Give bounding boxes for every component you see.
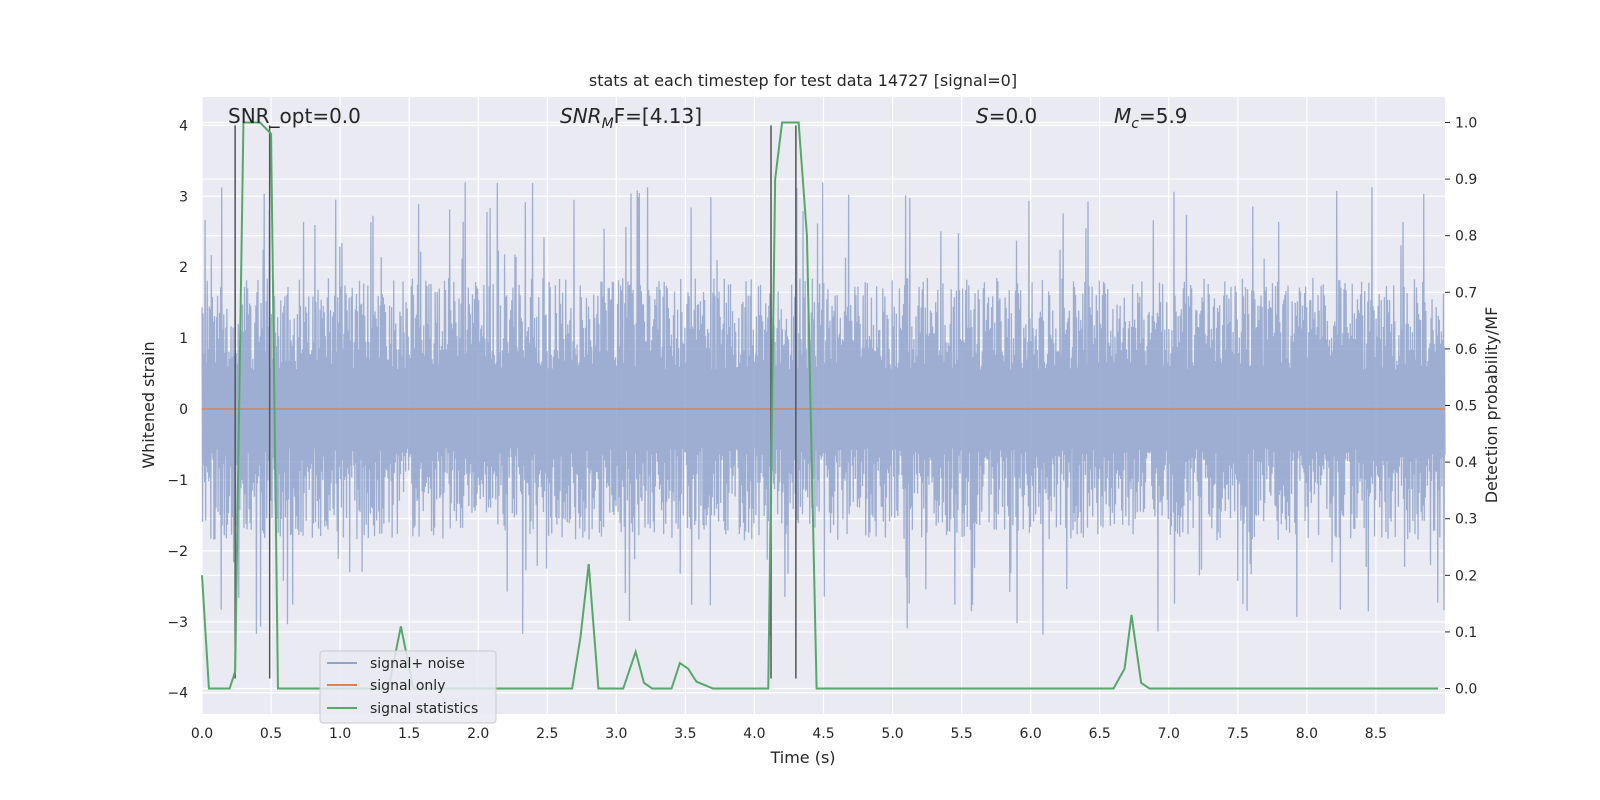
annotation-mc-base: M — [1114, 104, 1131, 128]
y2-axis-label: Detection probability/MF — [1482, 307, 1501, 504]
legend-label-signal-only: signal only — [370, 678, 445, 694]
x-axis-ticks: 0.0 0.5 1.0 1.5 2.0 2.5 3.0 3.5 4.0 4.5 5.0 5.5 6.0 6… — [191, 726, 1387, 742]
x-tick-label: 0.5 — [260, 726, 282, 742]
chart-title: stats at each timestep for test data 147… — [589, 71, 1017, 90]
y2-tick-label: 0.5 — [1455, 399, 1477, 415]
x-tick-label: 0.0 — [191, 726, 213, 742]
annotation-s: S=0.0 — [976, 104, 1037, 128]
series-signal-statistics — [201, 121, 1439, 690]
x-tick-label: 6.0 — [1020, 726, 1042, 742]
x-tick-label: 8.0 — [1296, 726, 1318, 742]
x-tick-label: 6.5 — [1089, 726, 1111, 742]
y2-tick-label: 0.6 — [1455, 342, 1477, 358]
annotation-snr-mf-base: SNR — [560, 104, 602, 128]
x-tick-label: 3.5 — [674, 726, 696, 742]
y2-tick-label: 0.0 — [1455, 682, 1477, 698]
x-tick-label: 7.0 — [1158, 726, 1180, 742]
x-axis-label: Time (s) — [769, 748, 835, 767]
annotation-mc: Mc=5.9 — [1114, 104, 1188, 132]
y-axis-label: Whitened strain — [139, 341, 158, 468]
y2-axis-ticks: 1.0 0.9 0.8 0.7 0.6 0.5 0.4 0.3 0.2 0.1 0.0 — [1445, 115, 1477, 698]
y-tick-label: 0 — [179, 402, 188, 418]
x-tick-label: 2.0 — [467, 726, 489, 742]
y-tick-label: 4 — [179, 118, 188, 134]
x-tick-label: 5.5 — [950, 726, 972, 742]
y2-tick-label: 1.0 — [1455, 115, 1477, 131]
annotation-snr-mf-rest: F=[4.13] — [614, 104, 702, 128]
annotation-s-rest: =0.0 — [989, 104, 1038, 128]
y-tick-label: −1 — [167, 473, 188, 489]
signal-noise-line — [201, 182, 1446, 636]
y2-tick-label: 0.4 — [1455, 455, 1477, 471]
x-tick-label: 4.0 — [743, 726, 765, 742]
series-signal-noise — [201, 182, 1446, 636]
annotation-snr-opt: SNR_opt=0.0 — [228, 104, 361, 128]
annotation-mc-sub: c — [1131, 116, 1139, 132]
y-tick-label: −4 — [167, 686, 188, 702]
x-tick-label: 3.0 — [605, 726, 627, 742]
y2-tick-label: 0.9 — [1455, 172, 1477, 188]
legend-label-signal-noise: signal+ noise — [370, 656, 465, 672]
y2-tick-label: 0.8 — [1455, 229, 1477, 245]
y-tick-label: 2 — [179, 260, 188, 276]
x-tick-label: 8.5 — [1365, 726, 1387, 742]
y-tick-label: 1 — [179, 331, 188, 347]
x-tick-label: 1.0 — [329, 726, 351, 742]
x-tick-label: 1.5 — [398, 726, 420, 742]
y2-tick-label: 0.3 — [1455, 512, 1477, 528]
legend: signal+ noise signal only signal statist… — [319, 650, 497, 724]
x-tick-label: 2.5 — [536, 726, 558, 742]
annotation-s-italic: S — [976, 104, 989, 128]
y-tick-label: −3 — [167, 615, 188, 631]
y-axis-ticks: 4 3 2 1 0 −1 −2 −3 −4 — [167, 118, 188, 701]
y-tick-label: −2 — [167, 544, 188, 560]
annotation-snr-mf-sub: M — [602, 116, 614, 132]
y2-tick-label: 0.7 — [1455, 285, 1477, 301]
x-tick-label: 5.0 — [881, 726, 903, 742]
signal-statistics-line — [201, 121, 1439, 690]
annotation-mc-rest: =5.9 — [1139, 104, 1188, 128]
annotation-snr-mf: SNRMF=[4.13] — [560, 104, 702, 132]
y2-tick-label: 0.2 — [1455, 568, 1477, 584]
y2-tick-label: 0.1 — [1455, 625, 1477, 641]
legend-box — [319, 650, 497, 724]
y-tick-label: 3 — [179, 189, 188, 205]
x-tick-label: 4.5 — [812, 726, 834, 742]
vertical-markers — [234, 125, 797, 679]
x-tick-label: 7.5 — [1227, 726, 1249, 742]
legend-label-signal-statistics: signal statistics — [370, 701, 478, 717]
